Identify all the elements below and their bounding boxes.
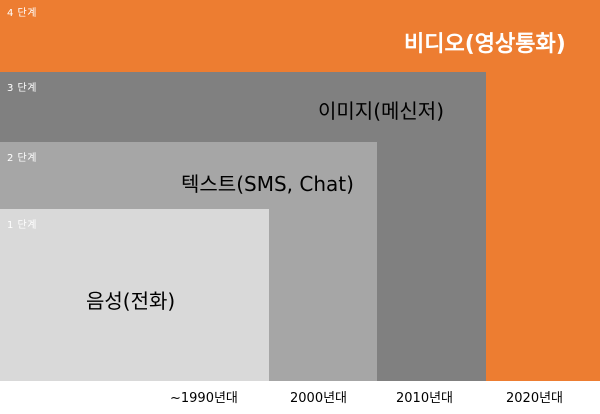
- era-label-2020s: 2020년대: [506, 391, 564, 406]
- stage-1-label: 1 단계: [7, 220, 37, 231]
- stage-2-label: 2 단계: [7, 153, 37, 164]
- era-label-1990s: ~1990년대: [170, 391, 238, 406]
- era-label-2000s: 2000년대: [290, 391, 348, 406]
- stage-1-block: 1 단계 음성(전화): [0, 209, 269, 381]
- stage-2-medium: 텍스트(SMS, Chat): [181, 172, 354, 196]
- stage-3-label: 3 단계: [7, 83, 37, 94]
- stage-4-label: 4 단계: [7, 8, 37, 19]
- stage-3-medium: 이미지(메신저): [318, 99, 445, 123]
- era-label-2010s: 2010년대: [396, 391, 454, 406]
- stage-4-medium: 비디오(영상통화): [404, 32, 566, 57]
- stage-1-medium: 음성(전화): [86, 289, 176, 313]
